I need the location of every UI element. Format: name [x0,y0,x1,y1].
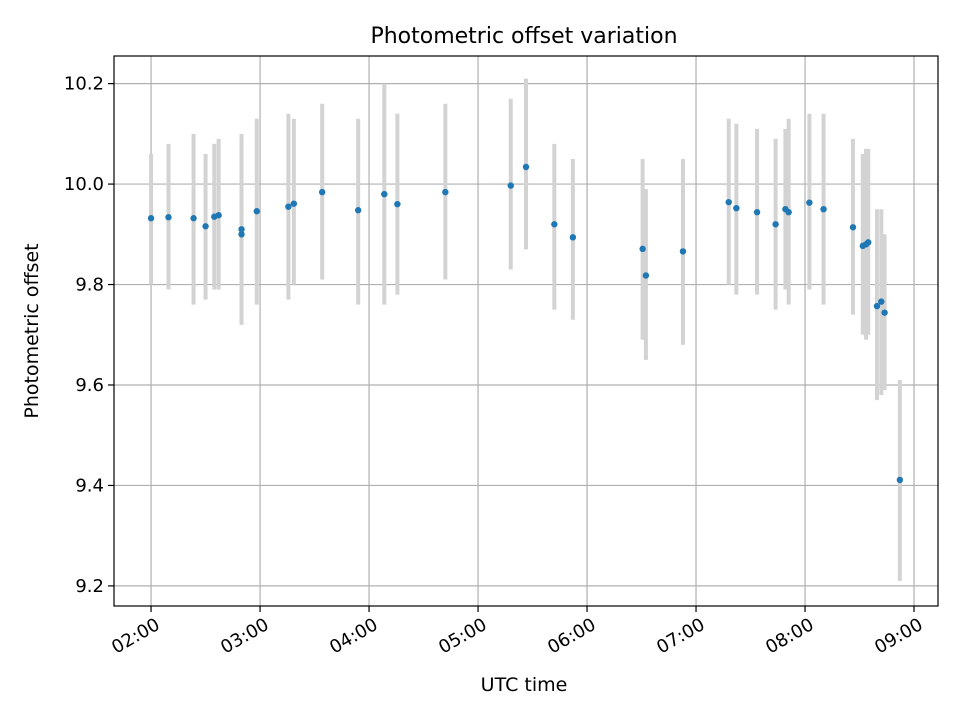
y-tick-label: 9.4 [75,475,104,496]
data-point [381,190,388,198]
data-point [772,221,779,228]
data-point [165,214,172,221]
data-point [753,209,761,216]
data-point [569,234,577,241]
data-point [290,200,298,207]
data-point [849,224,857,231]
data-point [354,207,362,214]
data-point [285,203,292,210]
y-tick-label: 9.8 [75,275,104,296]
data-point [865,239,872,246]
data-point [873,302,881,310]
chart-title: Photometric offset variation [370,24,677,49]
data-point [725,198,732,206]
data-point [190,215,197,222]
data-points [147,163,904,484]
data-point [202,223,209,230]
data-point [253,208,260,215]
data-point [679,248,687,255]
y-tick-label: 10.2 [64,74,104,95]
data-point [522,163,530,171]
y-axis-label: Photometric offset [21,243,43,418]
data-point [238,231,245,238]
data-point [318,188,326,196]
data-point [733,204,740,212]
data-point [878,298,885,305]
data-point [785,209,792,216]
data-point [215,212,222,219]
y-tick-label: 9.2 [75,576,104,597]
y-tick-label: 10.0 [64,174,104,195]
data-point [551,221,558,228]
data-point [442,188,449,196]
data-point [507,182,514,189]
data-point [639,245,646,253]
data-point [881,309,888,316]
data-point [806,199,813,206]
data-point [147,215,155,222]
data-point [642,272,650,279]
grid-lines [114,56,938,606]
plot-frame [113,55,939,607]
data-point [238,226,245,233]
data-point [394,200,401,208]
x-axis-label: UTC time [481,674,568,696]
data-point [820,205,827,213]
y-tick-label: 9.6 [75,375,104,396]
data-point [896,476,904,484]
